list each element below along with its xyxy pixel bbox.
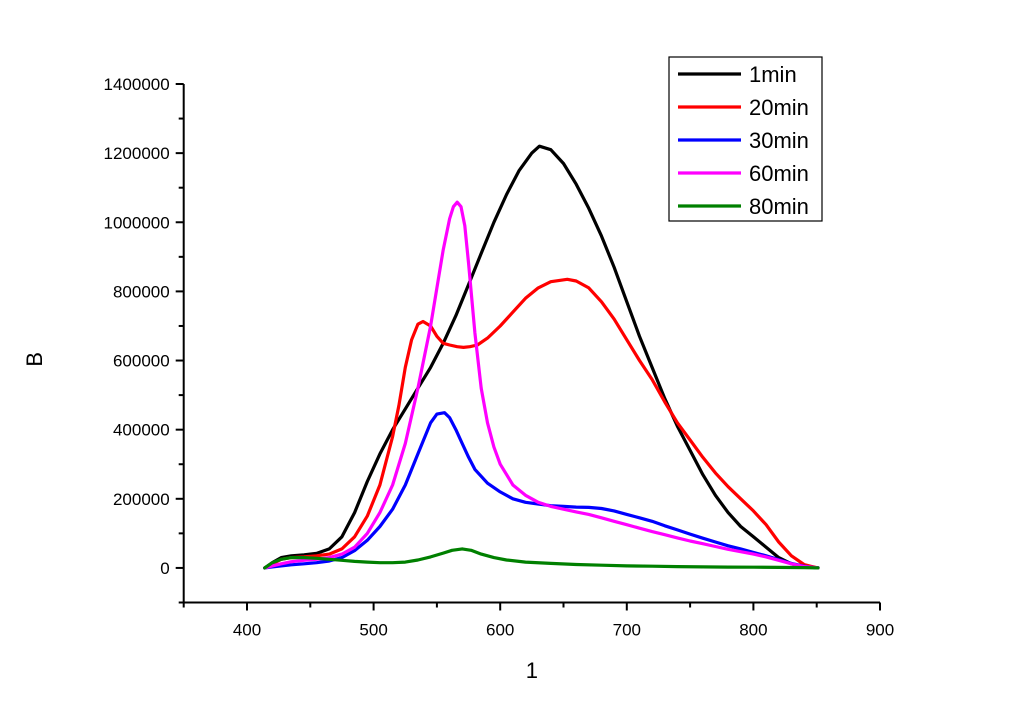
x-tick-label: 500 — [359, 621, 387, 640]
x-tick-label: 700 — [613, 621, 641, 640]
x-tick-label: 400 — [233, 621, 261, 640]
legend-label: 20min — [749, 95, 809, 120]
series-line-60min — [263, 200, 820, 570]
legend-items: 1min 20min 30min 60min 80min — [678, 62, 809, 219]
legend-label: 1min — [749, 62, 797, 87]
x-tick-label: 600 — [486, 621, 514, 640]
y-tick-label: 200000 — [113, 490, 170, 509]
y-tick-label: 600000 — [113, 352, 170, 371]
x-ticks: 400 500 600 700 800 900 — [182, 602, 894, 640]
x-tick-label: 800 — [739, 621, 767, 640]
x-tick-label: 900 — [866, 621, 894, 640]
legend: 1min 20min 30min 60min 80min — [668, 56, 823, 222]
y-ticks: 0 200000 400000 600000 800000 1000000 1200000 1… — [104, 75, 184, 604]
legend-label: 30min — [749, 128, 809, 153]
x-axis-title: 1 — [526, 658, 538, 683]
y-tick-label: 800000 — [113, 282, 170, 301]
series-layer — [263, 144, 820, 570]
legend-label: 80min — [749, 194, 809, 219]
series-line-1min — [263, 144, 820, 570]
axes: 400 500 600 700 800 900 0 200000 400000 600000 80… — [22, 75, 894, 683]
y-tick-label: 0 — [160, 559, 169, 578]
legend-label: 60min — [749, 161, 809, 186]
legend-item: 80min — [678, 194, 809, 219]
series-line-80min — [263, 547, 820, 570]
legend-item: 60min — [678, 161, 809, 186]
legend-item: 30min — [678, 128, 809, 153]
y-tick-label: 1200000 — [104, 144, 170, 163]
series-line-30min — [263, 411, 820, 570]
series-line-20min — [263, 277, 820, 570]
y-axis-title: B — [22, 352, 47, 367]
plot-area — [263, 144, 820, 570]
y-tick-label: 400000 — [113, 421, 170, 440]
legend-item: 20min — [678, 95, 809, 120]
y-tick-label: 1400000 — [104, 75, 170, 94]
y-tick-label: 1000000 — [104, 213, 170, 232]
legend-item: 1min — [678, 62, 797, 87]
